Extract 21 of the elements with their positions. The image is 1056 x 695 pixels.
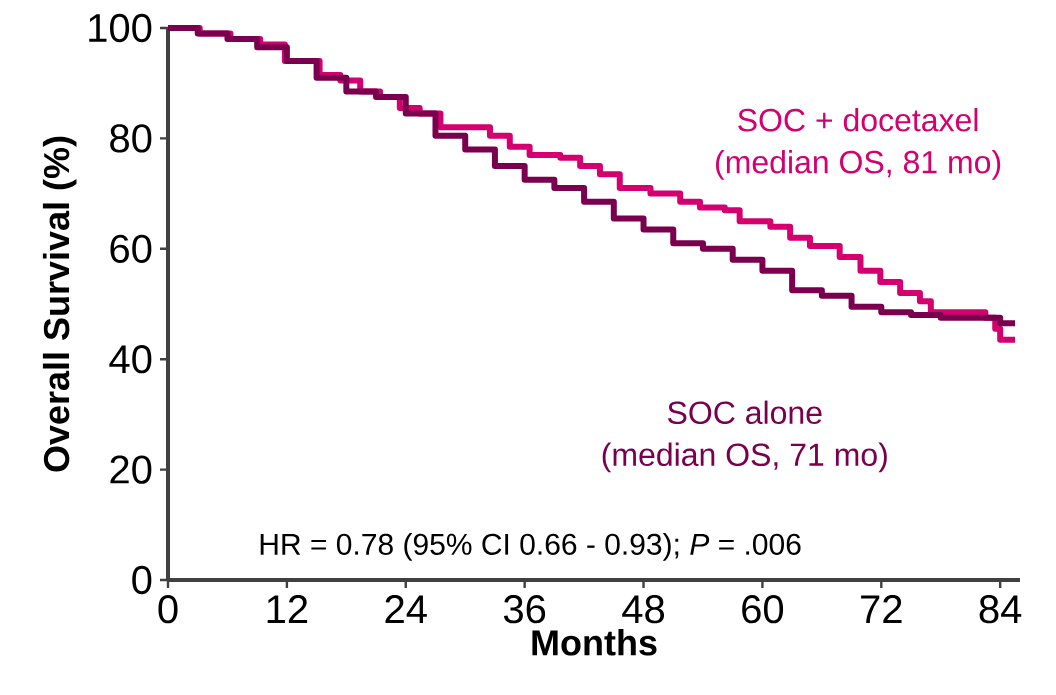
x-axis-title: Months [532,629,657,656]
y-tick-label: 100 [89,13,152,43]
annotation: (median OS, 71 mo) [602,442,887,473]
y-tick-label: 20 [110,455,152,484]
x-tick-label: 60 [742,595,784,624]
x-tick-label: 0 [158,595,178,624]
y-tick-label: 40 [109,345,152,374]
x-tick-label: 48 [622,595,665,624]
x-tick-label: 84 [979,595,1022,624]
text: SOC + docetaxel [738,108,978,132]
y-tick-label: 60 [110,234,152,263]
y-tick-label: 80 [110,124,152,153]
y-axis-title: Overall Survival (%) [42,136,77,472]
x-tick-label: 24 [385,595,427,623]
annotation: (median OS, 81 mo) [716,150,1001,180]
y-tick-label: 0 [132,565,152,595]
x-tick-label: 72 [861,595,902,623]
x-tick-label: 12 [267,595,308,623]
x-tick-label: 36 [503,595,546,624]
annotation: HR = 0.78 (95% CI 0.66 - 0.93); P = .006 [260,532,801,561]
text: SOC alone [667,400,822,425]
